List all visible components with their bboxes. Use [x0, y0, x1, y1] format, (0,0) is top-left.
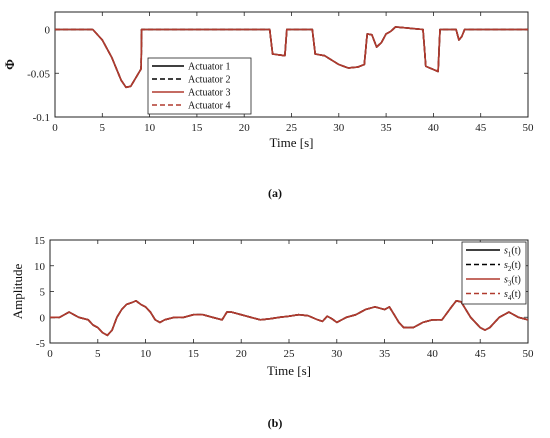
x-tick-label: 15 [191, 122, 203, 134]
y-tick-label: 0 [45, 25, 51, 37]
legend-entry: s2(t) [504, 260, 521, 273]
x-tick-label: 35 [379, 348, 391, 360]
panel-caption: (b) [268, 416, 283, 430]
series-group [50, 299, 528, 337]
legend-entry-sub: 1 [508, 251, 512, 259]
x-tick-label: 5 [95, 348, 101, 360]
legend-entry-suffix: (t) [511, 260, 520, 271]
x-tick-label: 10 [144, 122, 156, 134]
legend-entry-sub: 2 [508, 265, 512, 273]
legend-entry-suffix: (t) [511, 289, 520, 300]
legend-entry-suffix: (t) [511, 275, 520, 286]
series-line-4 [50, 299, 528, 337]
legend-entry: s1(t) [504, 246, 521, 259]
legend-entry-base: s [504, 260, 508, 271]
legend-entry-base: s [504, 275, 508, 286]
y-tick-label: 5 [40, 287, 46, 299]
x-tick-label: 35 [381, 122, 393, 134]
legend-entry: Actuator 2 [188, 75, 231, 86]
x-axis-label: Time [s] [267, 363, 311, 378]
legend-entry: s4(t) [504, 289, 521, 302]
x-tick-label: 30 [333, 122, 345, 134]
x-tick-label: 45 [475, 348, 487, 360]
x-tick-label: 40 [428, 122, 440, 134]
legend-entry: Actuator 1 [188, 62, 231, 73]
legend-entry-suffix: (t) [511, 246, 520, 257]
x-tick-label: 40 [427, 348, 439, 360]
x-tick-label: 5 [100, 122, 106, 134]
y-tick-label: -0.05 [27, 68, 50, 80]
y-tick-label: -5 [36, 338, 46, 350]
x-tick-label: 0 [47, 348, 53, 360]
x-tick-label: 50 [523, 348, 535, 360]
x-tick-label: 20 [239, 122, 251, 134]
series-group [55, 26, 528, 89]
legend-entry: Actuator 4 [188, 101, 231, 112]
legend-entry-sub: 4 [508, 294, 512, 302]
x-tick-label: 15 [188, 348, 200, 360]
legend-entry: Actuator 3 [188, 88, 231, 99]
x-tick-label: 0 [52, 122, 58, 134]
legend: Actuator 1 Actuator 2 Actuator 3 Actuator 4 [147, 57, 252, 115]
x-tick-label: 10 [140, 348, 152, 360]
x-tick-label: 25 [284, 348, 296, 360]
y-tick-label: 10 [34, 261, 46, 273]
y-tick-label: 0 [40, 312, 46, 324]
legend-entry: s3(t) [504, 275, 521, 288]
panel-0: 0 5 10 15 20 25 30 35 40 45 50 0 -0.05 -0.1 Time [s] Φ A… [2, 11, 535, 150]
y-tick-label: 15 [34, 235, 46, 247]
x-axis-label: Time [s] [270, 135, 314, 150]
x-tick-label: 20 [236, 348, 248, 360]
x-tick-label: 25 [286, 122, 298, 134]
series-line-4 [55, 26, 528, 89]
y-axis-label: Φ [2, 59, 17, 70]
x-tick-label: 50 [523, 122, 535, 134]
legend-box [147, 57, 252, 115]
y-axis-label: Amplitude [10, 263, 25, 319]
y-tick-label: -0.1 [33, 112, 50, 124]
x-tick-label: 45 [475, 122, 487, 134]
legend-entry-sub: 3 [508, 280, 512, 288]
legend-entry-base: s [504, 289, 508, 300]
x-tick-label: 30 [331, 348, 343, 360]
legend-box [461, 241, 527, 305]
panel-caption: (a) [268, 186, 282, 200]
legend: s1(t)s2(t)s3(t)s4(t) [461, 241, 527, 305]
legend-entry-base: s [504, 246, 508, 257]
